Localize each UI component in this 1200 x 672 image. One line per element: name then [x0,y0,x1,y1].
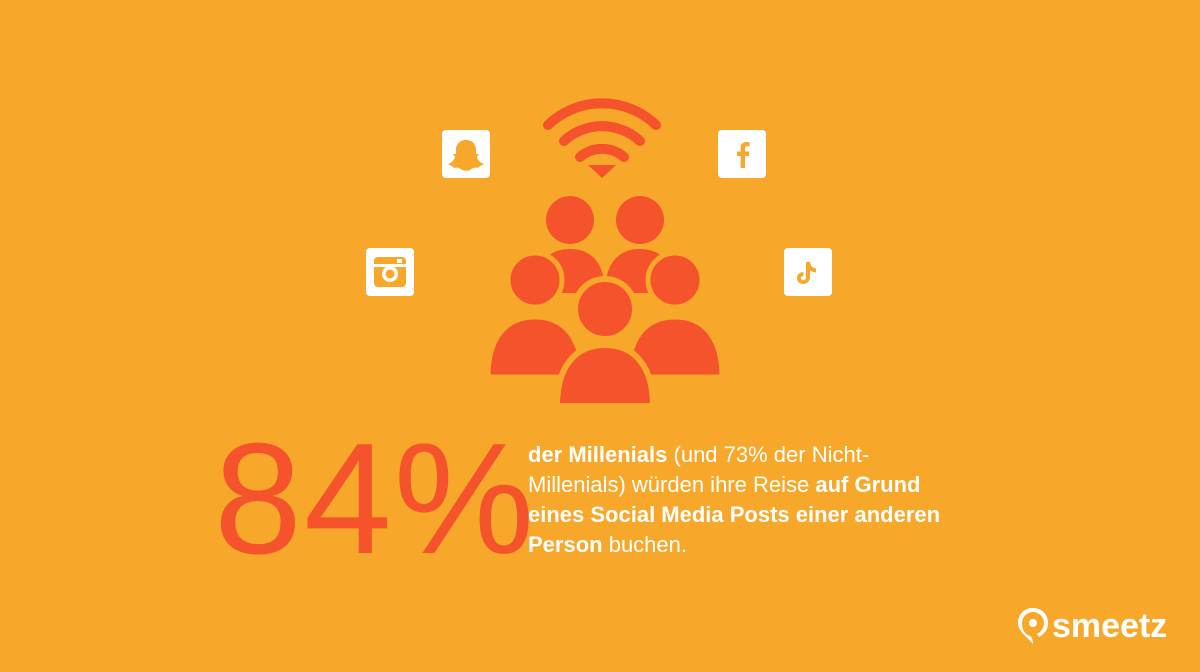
location-pin-icon [1018,608,1048,644]
wifi-icon [543,98,661,178]
stat-line1-bold: der Millenials [528,442,668,467]
smeetz-logo: smeetz [1016,606,1167,646]
stat-line2: Millenials) würden ihre Reise [528,472,816,497]
stat-line1-rest: (und 73% der Nicht- [667,442,870,467]
snapchat-icon [442,130,490,178]
stat-line2-bold: auf Grund [815,472,921,497]
instagram-icon [366,248,414,296]
people-group-icon [485,196,725,408]
stat-value: 84% [214,411,537,587]
stat-line4-bold: Person [528,532,603,557]
stat-line3-bold: eines Social Media Posts einer anderen [528,502,941,527]
stat-line4-rest: buchen. [602,532,687,557]
facebook-icon [718,130,766,178]
tiktok-icon [784,248,832,296]
logo-text: smeetz [1052,606,1168,645]
stat-description: der Millenials (und 73% der Nicht- Mille… [528,440,1008,560]
